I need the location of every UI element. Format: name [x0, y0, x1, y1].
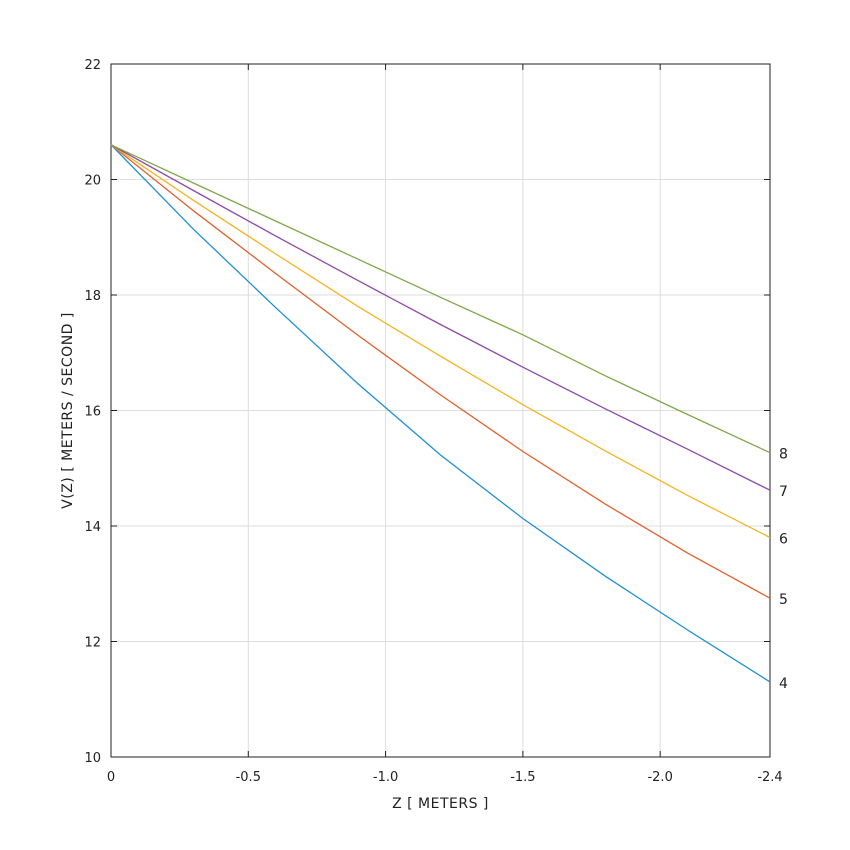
y-tick-label: 12: [84, 636, 101, 651]
series-label-6: 6: [779, 532, 788, 548]
series-lines: [110, 144, 771, 683]
series-line-8: [110, 144, 771, 454]
axis-ticks: [110, 63, 771, 758]
x-axis-title: Z [ METERS ]: [392, 796, 489, 812]
series-line-7: [110, 144, 771, 491]
series-label-4: 4: [779, 676, 788, 692]
y-tick-label: 16: [84, 405, 101, 420]
x-tick-label: -1.5: [510, 770, 535, 785]
y-tick-labels: 10 12 14 16 18 20 22: [84, 58, 101, 766]
x-tick-label: 0: [107, 770, 115, 785]
y-tick-label: 10: [84, 751, 101, 766]
y-tick-label: 20: [84, 174, 101, 189]
x-tick-label: -1.0: [373, 770, 398, 785]
series-label-5: 5: [779, 592, 788, 608]
y-axis-title: V(Z) [ METERS / SECOND ]: [60, 312, 76, 509]
x-tick-label: -2.4: [757, 770, 782, 785]
series-label-8: 8: [779, 447, 788, 463]
y-tick-label: 18: [84, 289, 101, 304]
x-tick-label: -0.5: [236, 770, 261, 785]
series-end-labels: 4 5 6 7 8: [779, 447, 788, 692]
y-tick-label: 22: [84, 58, 101, 73]
series-line-4: [110, 144, 771, 683]
series-line-6: [110, 144, 771, 539]
series-line-5: [110, 144, 771, 599]
series-label-7: 7: [779, 484, 788, 500]
x-tick-label: -2.0: [647, 770, 672, 785]
y-tick-label: 14: [84, 520, 101, 535]
x-tick-labels: 0 -0.5 -1.0 -1.5 -2.0 -2.4: [107, 770, 783, 785]
grid: [111, 64, 770, 757]
